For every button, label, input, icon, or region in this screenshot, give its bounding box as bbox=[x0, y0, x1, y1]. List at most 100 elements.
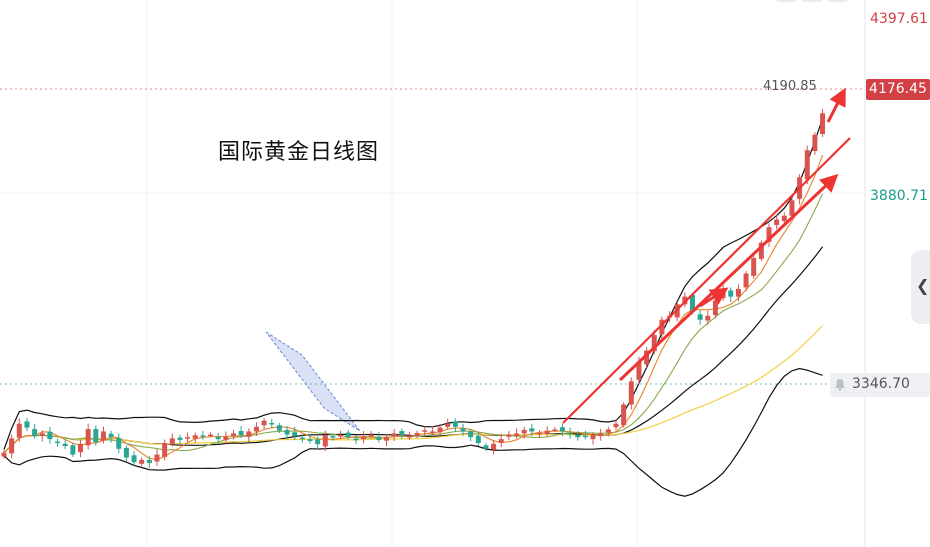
candle-body bbox=[766, 227, 772, 242]
candle-body bbox=[47, 431, 53, 440]
candle-body bbox=[781, 215, 787, 222]
candle-body bbox=[338, 434, 344, 437]
toolbar-button-2[interactable] bbox=[802, 0, 822, 2]
candle-body bbox=[758, 242, 764, 259]
candle-body bbox=[491, 443, 497, 450]
candle-body bbox=[621, 404, 627, 426]
candle-body bbox=[529, 428, 535, 432]
candle-body bbox=[361, 436, 367, 440]
ma-long bbox=[3, 325, 824, 454]
candle-body bbox=[705, 315, 711, 321]
candle-body bbox=[315, 439, 321, 445]
alert-price-tag[interactable]: 3346.70 bbox=[830, 373, 930, 397]
candle-body bbox=[468, 431, 474, 438]
candle-body bbox=[414, 432, 420, 437]
candle-body bbox=[743, 273, 749, 288]
trend-line-lower bbox=[562, 137, 851, 424]
candle-body bbox=[628, 381, 634, 405]
candle-body bbox=[559, 427, 565, 432]
candle-body bbox=[774, 219, 780, 225]
candle-body bbox=[575, 434, 581, 438]
candle-body bbox=[345, 432, 351, 438]
candle-body bbox=[613, 423, 619, 428]
trend-arrow-main bbox=[618, 173, 839, 382]
toolbar-button-1[interactable] bbox=[776, 0, 796, 2]
candle-body bbox=[16, 423, 22, 438]
candle-body bbox=[552, 429, 558, 432]
trend-arrow-short bbox=[699, 287, 729, 308]
candle-body bbox=[299, 437, 305, 440]
candle-body bbox=[154, 454, 160, 462]
candle-body bbox=[391, 433, 397, 437]
chart-title: 国际黄金日线图 bbox=[218, 140, 380, 165]
candle-body bbox=[93, 429, 99, 443]
candle-body bbox=[751, 258, 757, 276]
candle-body bbox=[100, 431, 106, 441]
candle-body bbox=[406, 436, 412, 438]
candle-body bbox=[246, 431, 252, 437]
candle-body bbox=[399, 431, 405, 436]
candle-body bbox=[231, 433, 236, 437]
trend-arrow-top bbox=[826, 87, 846, 123]
descending-channel bbox=[265, 331, 361, 432]
candle-body bbox=[353, 438, 359, 441]
candle-body bbox=[514, 433, 520, 437]
candle-body bbox=[820, 113, 826, 135]
candle-body bbox=[521, 429, 527, 434]
candle-body bbox=[70, 445, 76, 455]
candle-body bbox=[544, 430, 550, 434]
candle-body bbox=[789, 200, 795, 216]
axis-label-top: 4397.61 bbox=[870, 11, 928, 27]
candle-body bbox=[567, 432, 573, 435]
candle-body bbox=[292, 432, 298, 437]
candle-body bbox=[238, 431, 244, 436]
candle-body bbox=[169, 438, 175, 444]
candle-body bbox=[177, 437, 183, 440]
candle-body bbox=[223, 436, 229, 440]
ma-mid bbox=[3, 193, 824, 454]
candle-body bbox=[269, 422, 275, 425]
candle-body bbox=[322, 435, 328, 447]
candle-body bbox=[162, 442, 168, 457]
candle-body bbox=[32, 429, 38, 437]
candle-body bbox=[185, 437, 191, 439]
candle-body bbox=[422, 430, 428, 432]
candle-body bbox=[437, 427, 443, 433]
candle-body bbox=[644, 350, 650, 365]
candle-body bbox=[537, 432, 542, 435]
side-panel-toggle[interactable]: ❮ bbox=[911, 250, 930, 324]
bollinger-upper bbox=[3, 118, 824, 450]
axis-label-mid: 3880.71 bbox=[870, 188, 928, 204]
candle-body bbox=[253, 426, 259, 432]
candle-body bbox=[651, 335, 657, 352]
candle-body bbox=[116, 437, 122, 449]
bollinger-lower bbox=[3, 367, 823, 497]
candle-body bbox=[368, 434, 374, 437]
candle-body bbox=[39, 433, 45, 437]
candle-body bbox=[24, 421, 30, 428]
chevron-left-icon: ❮ bbox=[916, 276, 930, 295]
candle-body bbox=[590, 435, 596, 440]
candle-body bbox=[284, 429, 290, 435]
candle-body bbox=[307, 439, 313, 442]
candle-body bbox=[139, 459, 145, 464]
candle-body bbox=[445, 423, 451, 427]
alert-price-value: 3346.70 bbox=[852, 376, 910, 392]
candle-body bbox=[690, 295, 695, 313]
toolbar-button-3[interactable] bbox=[828, 0, 848, 2]
candle-body bbox=[804, 150, 810, 180]
high-price-label: 4190.85 bbox=[763, 79, 817, 94]
candle-body bbox=[712, 300, 718, 316]
candle-body bbox=[598, 433, 604, 437]
candle-body bbox=[192, 435, 198, 439]
ma-short bbox=[3, 155, 824, 461]
candle-body bbox=[208, 434, 214, 437]
candle-body bbox=[659, 319, 665, 335]
candle-body bbox=[605, 429, 611, 433]
candle-body bbox=[276, 425, 282, 431]
candle-body bbox=[728, 290, 734, 297]
candle-body bbox=[1, 452, 7, 457]
candle-body bbox=[452, 421, 458, 427]
